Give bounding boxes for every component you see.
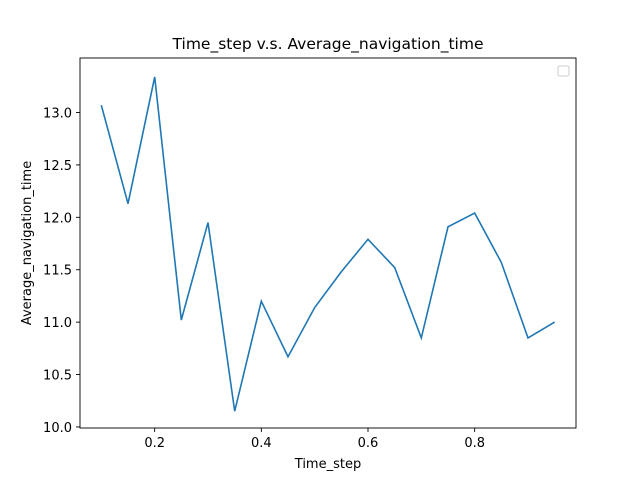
chart-title: Time_step v.s. Average_navigation_time [172, 35, 484, 54]
x-tick-label: 0.8 [464, 436, 485, 451]
y-tick-label: 12.5 [43, 159, 72, 174]
series-line [100, 76, 556, 412]
y-tick-label: 12.0 [43, 211, 72, 226]
legend-box [557, 65, 570, 77]
series-layer [100, 76, 556, 412]
x-axis-label: Time_step [294, 457, 361, 472]
y-tick-label: 10.5 [43, 369, 72, 384]
x-tick-label: 0.2 [144, 436, 165, 451]
plot-frame [79, 57, 577, 429]
x-tick-label: 0.6 [358, 436, 379, 451]
y-axis-label: Average_navigation_time [20, 161, 35, 325]
y-tick-label: 11.0 [43, 316, 72, 331]
y-tick-label: 11.5 [43, 264, 72, 279]
y-axis: 10.0 10.5 11.0 11.5 12.0 12.5 13.0 [43, 107, 80, 436]
y-tick-label: 13.0 [43, 107, 72, 122]
x-axis: 0.2 0.4 0.6 0.8 [144, 428, 485, 451]
x-tick-label: 0.4 [251, 436, 272, 451]
y-tick-label: 10.0 [43, 421, 72, 436]
